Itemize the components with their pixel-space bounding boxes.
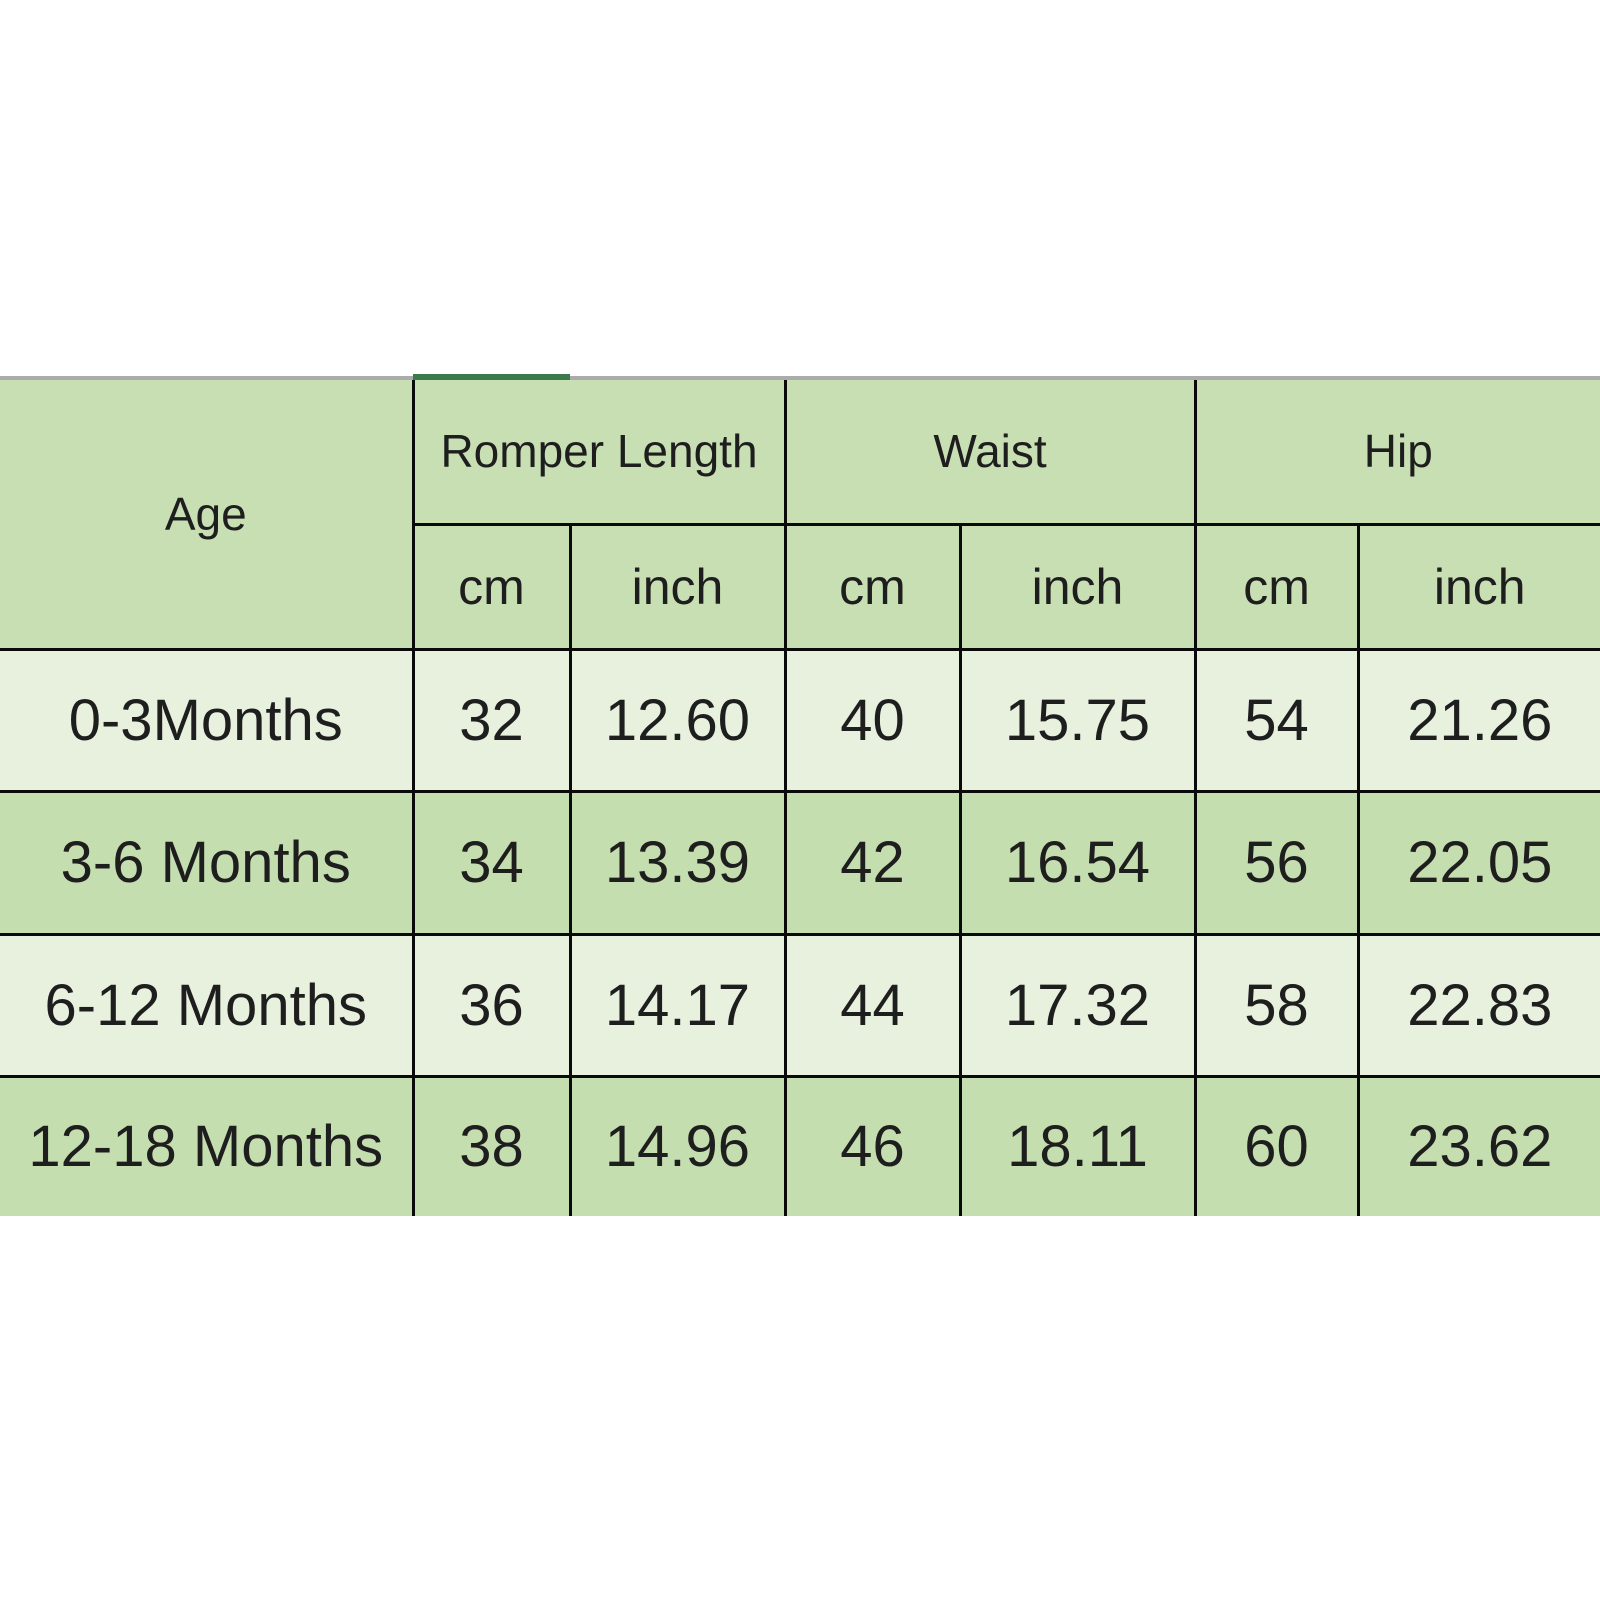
group-header-waist: Waist <box>783 380 1197 526</box>
data-cell: 16.54 <box>958 789 1197 936</box>
accent-strip <box>413 374 570 382</box>
unit-header-romper-cm: cm <box>413 522 572 651</box>
data-cell: 22.05 <box>1356 789 1600 936</box>
unit-header-waist-inch: inch <box>958 522 1197 651</box>
data-cell: 14.17 <box>568 932 787 1078</box>
data-cell: 56 <box>1193 789 1360 936</box>
data-cell: 15.75 <box>958 647 1197 793</box>
data-cell: 12.60 <box>568 647 787 793</box>
data-cell: 13.39 <box>568 789 787 936</box>
data-cell: 17.32 <box>958 932 1197 1078</box>
row-age-label: 6-12 Months <box>0 932 415 1078</box>
unit-header-romper-inch: inch <box>568 522 787 651</box>
data-cell: 40 <box>783 647 962 793</box>
data-cell: 18.11 <box>958 1074 1197 1216</box>
data-cell: 23.62 <box>1356 1074 1600 1216</box>
unit-header-hip-cm: cm <box>1193 522 1360 651</box>
header-row-groups: Age Romper Length Waist Hip <box>0 380 1600 651</box>
table-row: 6-12 Months 36 14.17 44 17.32 58 22.83 <box>0 932 1600 1078</box>
group-header-hip: Hip <box>1193 380 1600 526</box>
data-cell: 58 <box>1193 932 1360 1078</box>
data-cell: 46 <box>783 1074 962 1216</box>
table-top-rule <box>0 376 1600 380</box>
data-cell: 14.96 <box>568 1074 787 1216</box>
data-cell: 21.26 <box>1356 647 1600 793</box>
row-age-label: 3-6 Months <box>0 789 415 936</box>
header-row-units: cm inch cm inch cm inch <box>0 522 1600 651</box>
size-chart-table: Age Romper Length Waist Hip cm inch cm i… <box>0 380 1600 1216</box>
table-row: 3-6 Months 34 13.39 42 16.54 56 22.05 <box>0 789 1600 936</box>
data-cell: 22.83 <box>1356 932 1600 1078</box>
unit-header-waist-cm: cm <box>783 522 962 651</box>
data-cell: 42 <box>783 789 962 936</box>
data-cell: 32 <box>411 647 572 793</box>
table-row: 0-3Months 32 12.60 40 15.75 54 21.26 <box>0 647 1600 793</box>
row-age-label: 0-3Months <box>0 647 415 793</box>
row-age-label: 12-18 Months <box>0 1074 415 1216</box>
age-header-cell: Age <box>0 380 415 651</box>
data-cell: 54 <box>1193 647 1360 793</box>
data-cell: 34 <box>411 789 572 936</box>
data-cell: 60 <box>1193 1074 1360 1216</box>
data-cell: 38 <box>411 1074 572 1216</box>
data-cell: 44 <box>783 932 962 1078</box>
data-cell: 36 <box>411 932 572 1078</box>
group-header-romper-length: Romper Length <box>411 380 787 526</box>
table-row: 12-18 Months 38 14.96 46 18.11 60 23.62 <box>0 1074 1600 1216</box>
unit-header-hip-inch: inch <box>1356 522 1600 651</box>
